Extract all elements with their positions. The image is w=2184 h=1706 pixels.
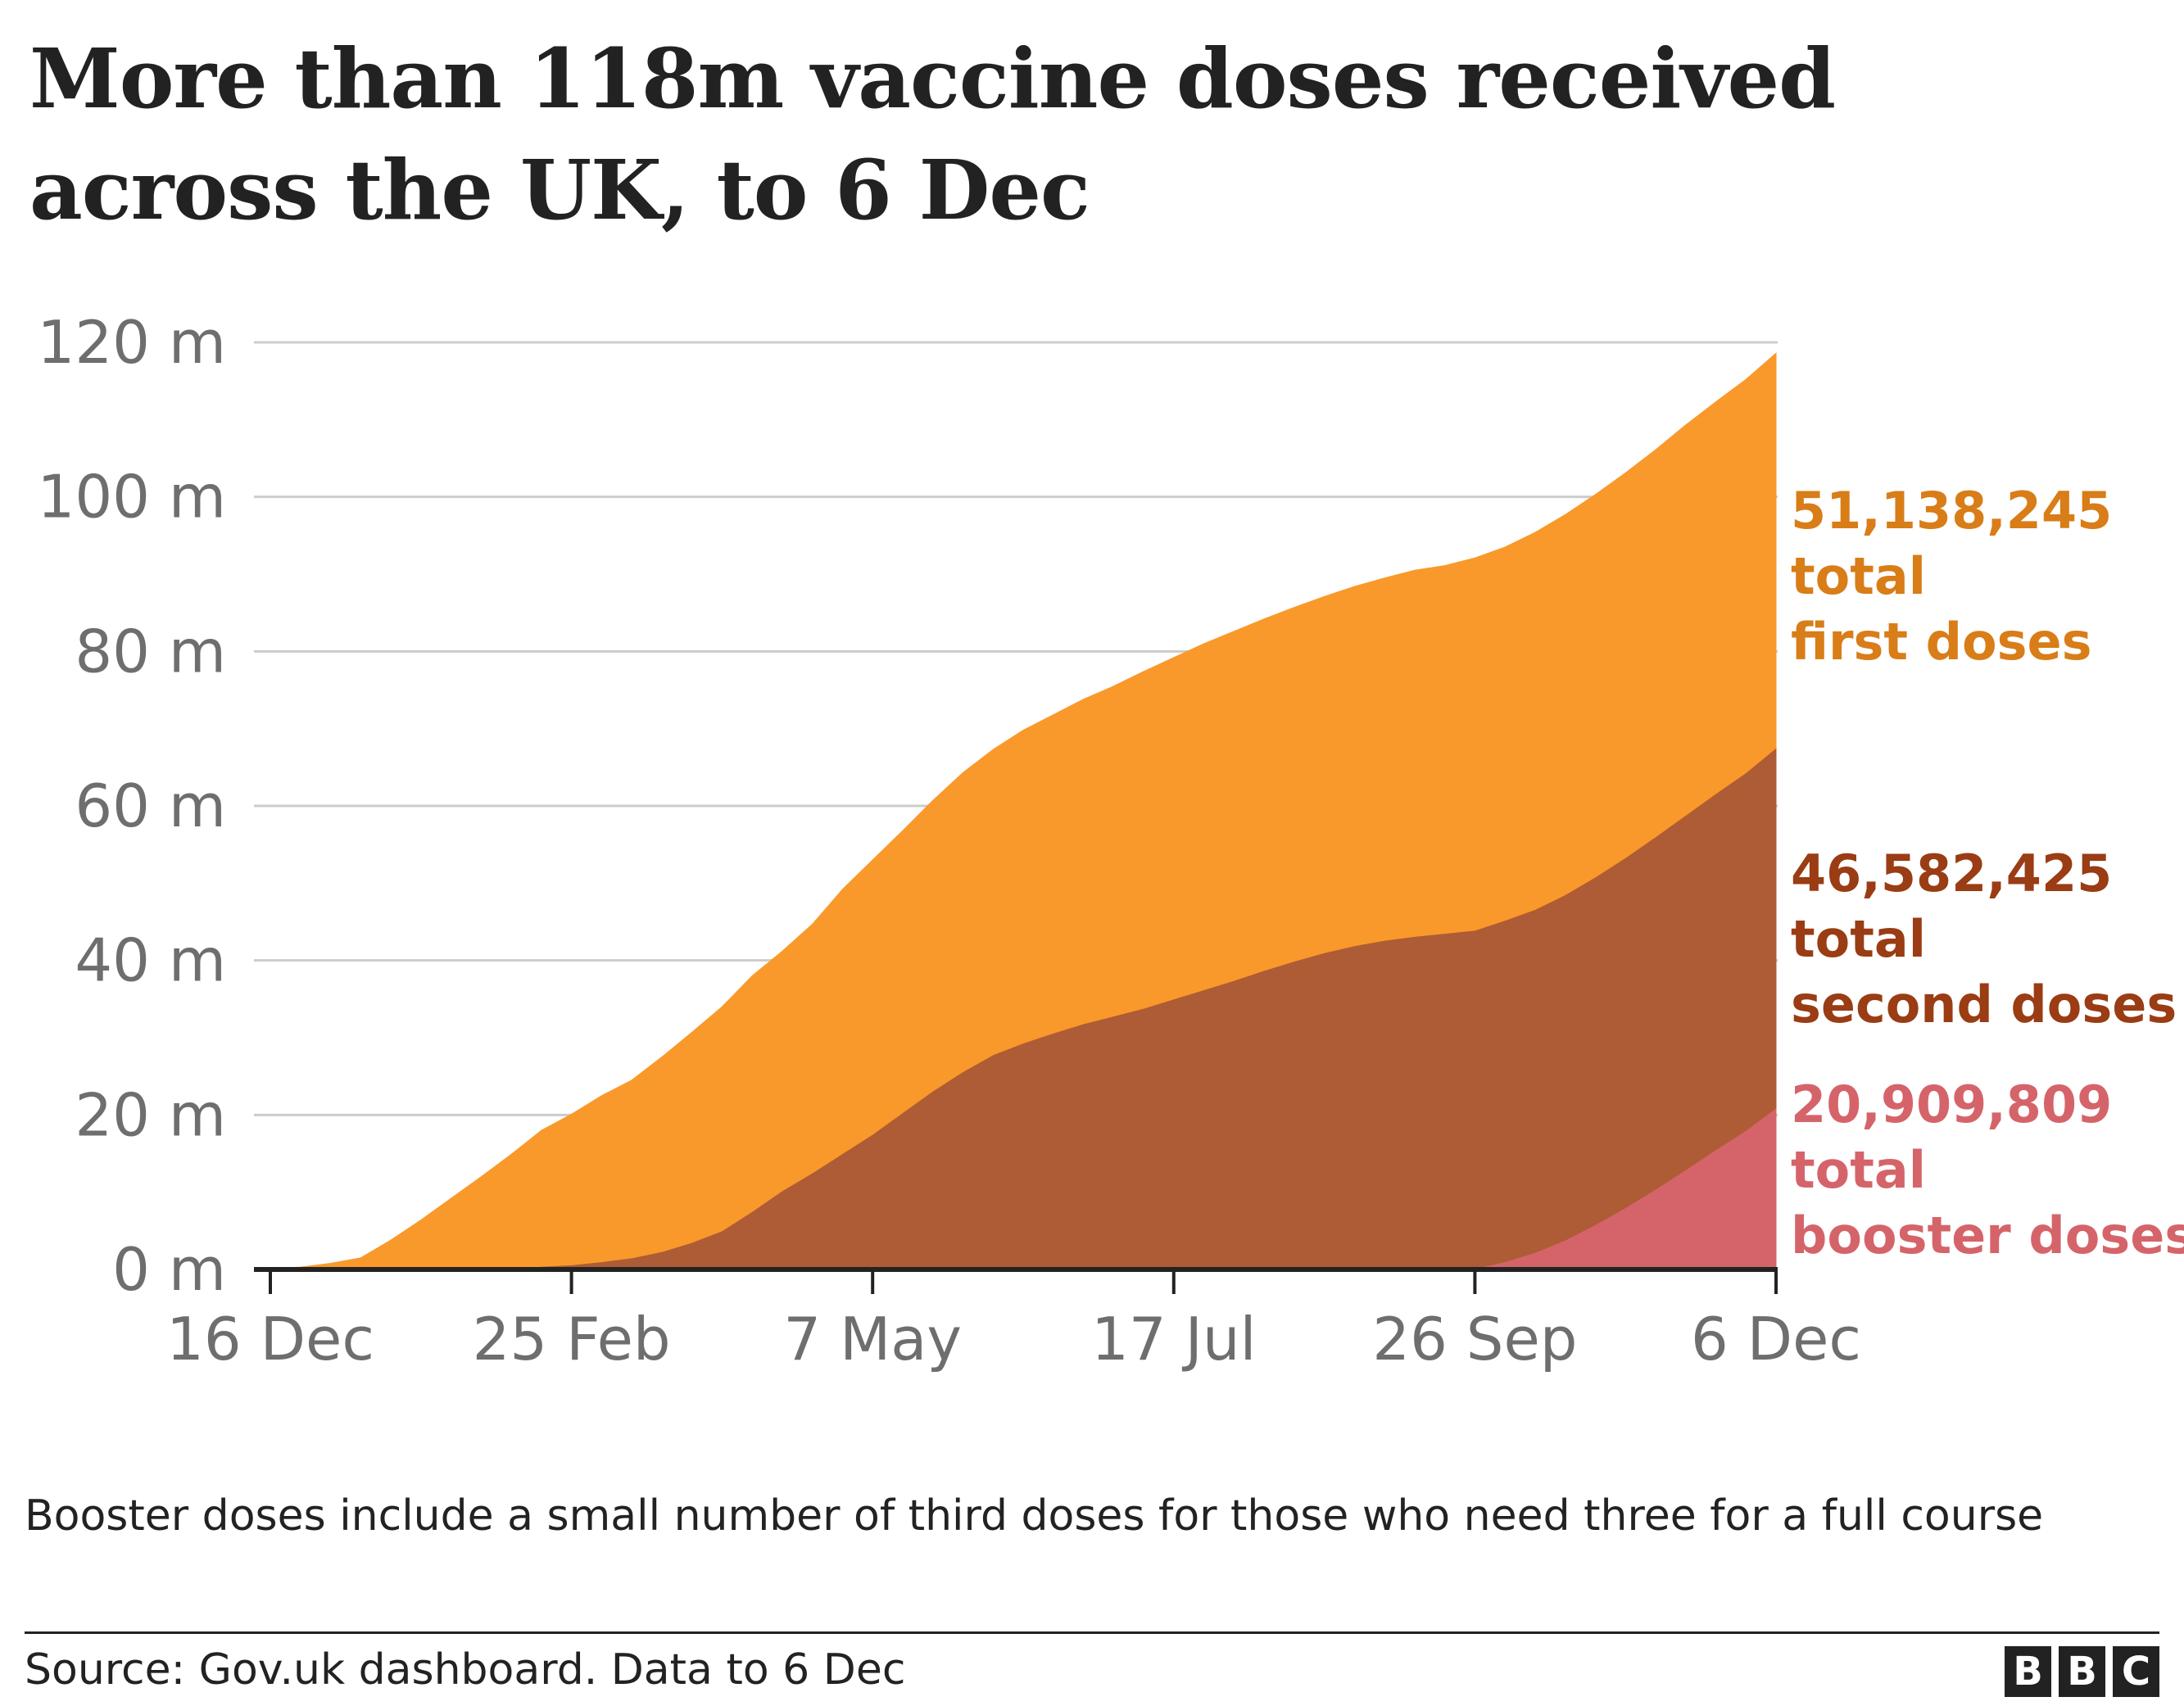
end-label-line: first doses (1791, 612, 2092, 672)
x-tick-label: 6 Dec (1691, 1305, 1861, 1373)
end-label-line: booster doses (1791, 1206, 2184, 1265)
chart-footnote: Booster doses include a small number of … (25, 1491, 2044, 1541)
y-tick-label: 40 m (75, 926, 226, 995)
x-tick-label: 26 Sep (1372, 1305, 1577, 1373)
x-tick-label: 7 May (783, 1305, 962, 1373)
stacked-areas (270, 352, 1777, 1270)
end-label-line: total (1791, 546, 1926, 606)
end-label-line: 51,138,245 (1791, 481, 2112, 541)
logo-letter: B (2005, 1646, 2051, 1697)
x-tick-label: 17 Jul (1091, 1305, 1256, 1373)
chart-title: More than 118m vaccine doses received ac… (29, 30, 1836, 238)
y-tick-label: 20 m (75, 1080, 226, 1149)
y-tick-label: 100 m (38, 463, 226, 532)
end-label-line: 20,909,809 (1791, 1075, 2112, 1134)
y-axis-ticks: 0 m 20 m 40 m 60 m 80 m 100 m 120 m (38, 308, 226, 1304)
end-label-line: 46,582,425 (1791, 844, 2112, 903)
bbc-logo: B B C (2005, 1646, 2159, 1697)
y-tick-label: 60 m (75, 772, 226, 840)
footer-divider (25, 1631, 2159, 1634)
x-tick-label: 25 Feb (473, 1305, 671, 1373)
end-label-line: total (1791, 1140, 1926, 1200)
series-area (270, 352, 1777, 1270)
y-tick-label: 120 m (38, 308, 226, 377)
x-axis-ticks: 16 Dec 25 Feb 7 May 17 Jul 26 Sep 6 Dec (166, 1269, 1861, 1373)
y-tick-label: 0 m (112, 1235, 226, 1304)
logo-letter: B (2059, 1646, 2105, 1697)
y-tick-label: 80 m (75, 617, 226, 686)
source-credit: Source: Gov.uk dashboard. Data to 6 Dec (25, 1645, 906, 1695)
end-label-line: second doses (1791, 975, 2177, 1034)
logo-letter: C (2113, 1646, 2159, 1697)
x-tick-label: 16 Dec (166, 1305, 374, 1373)
area-chart: 16 Dec 25 Feb 7 May 17 Jul 26 Sep 6 Dec 0 m 20… (38, 308, 2184, 1373)
end-label-line: total (1791, 909, 1926, 969)
